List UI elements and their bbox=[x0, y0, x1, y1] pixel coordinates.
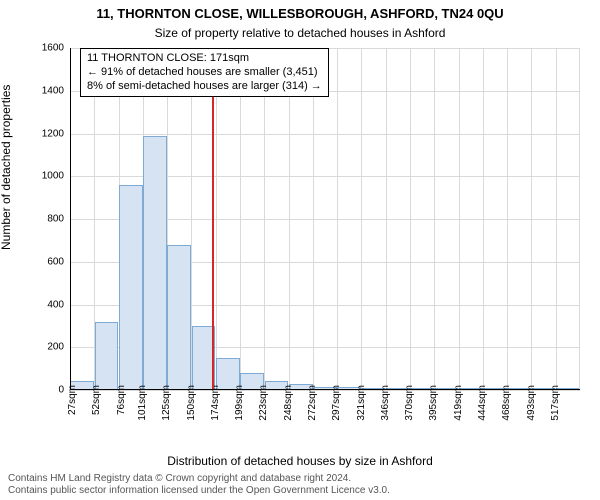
x-tick-label: 125sqm bbox=[161, 385, 172, 421]
x-tick-label: 297sqm bbox=[331, 385, 342, 421]
chart-title: 11, THORNTON CLOSE, WILLESBOROUGH, ASHFO… bbox=[0, 6, 600, 21]
gridline-v bbox=[361, 48, 362, 390]
gridline-v bbox=[531, 48, 532, 390]
footer-line2: Contains public sector information licen… bbox=[8, 485, 592, 497]
x-axis-label: Distribution of detached houses by size … bbox=[0, 454, 600, 468]
gridline-v bbox=[337, 48, 338, 390]
y-tick-label: 400 bbox=[47, 299, 70, 310]
y-tick-label: 600 bbox=[47, 256, 70, 267]
annotation-line3: 8% of semi-detached houses are larger (3… bbox=[87, 80, 322, 94]
x-tick-label: 199sqm bbox=[234, 385, 245, 421]
x-tick-label: 419sqm bbox=[453, 385, 464, 421]
y-tick-label: 800 bbox=[47, 214, 70, 225]
annotation-line1: 11 THORNTON CLOSE: 171sqm bbox=[87, 52, 322, 66]
plot-area: 0200400600800100012001400160027sqm52sqm7… bbox=[70, 48, 580, 390]
gridline-v bbox=[556, 48, 557, 390]
histogram-bar bbox=[95, 322, 119, 390]
histogram-chart: 11, THORNTON CLOSE, WILLESBOROUGH, ASHFO… bbox=[0, 0, 600, 500]
gridline-v bbox=[264, 48, 265, 390]
gridline-v bbox=[483, 48, 484, 390]
y-tick-label: 200 bbox=[47, 342, 70, 353]
y-tick-label: 1200 bbox=[42, 128, 70, 139]
x-tick-label: 272sqm bbox=[307, 385, 318, 421]
footer-line1: Contains HM Land Registry data © Crown c… bbox=[8, 473, 592, 485]
gridline-v bbox=[240, 48, 241, 390]
y-tick-label: 1600 bbox=[42, 43, 70, 54]
gridline-h bbox=[70, 134, 580, 135]
marker-line bbox=[212, 48, 214, 390]
gridline-v bbox=[459, 48, 460, 390]
x-tick-label: 444sqm bbox=[477, 385, 488, 421]
x-tick-label: 493sqm bbox=[526, 385, 537, 421]
annotation-box: 11 THORNTON CLOSE: 171sqm ← 91% of detac… bbox=[80, 48, 329, 97]
x-tick-label: 346sqm bbox=[380, 385, 391, 421]
x-tick-label: 395sqm bbox=[429, 385, 440, 421]
gridline-v bbox=[216, 48, 217, 390]
x-tick-label: 150sqm bbox=[186, 385, 197, 421]
histogram-bar bbox=[143, 136, 167, 390]
x-tick-label: 517sqm bbox=[550, 385, 561, 421]
x-tick-label: 468sqm bbox=[501, 385, 512, 421]
gridline-v bbox=[434, 48, 435, 390]
gridline-v bbox=[313, 48, 314, 390]
y-axis-label: Number of detached properties bbox=[0, 85, 13, 250]
gridline-v bbox=[386, 48, 387, 390]
x-tick-label: 223sqm bbox=[259, 385, 270, 421]
gridline-v bbox=[410, 48, 411, 390]
gridline-v bbox=[507, 48, 508, 390]
y-tick-label: 1000 bbox=[42, 171, 70, 182]
footer-attribution: Contains HM Land Registry data © Crown c… bbox=[0, 473, 600, 496]
x-tick-label: 174sqm bbox=[210, 385, 221, 421]
x-tick-label: 248sqm bbox=[283, 385, 294, 421]
histogram-bar bbox=[167, 245, 191, 390]
y-tick-label: 1400 bbox=[42, 85, 70, 96]
annotation-line2: ← 91% of detached houses are smaller (3,… bbox=[87, 66, 322, 80]
x-tick-label: 321sqm bbox=[356, 385, 367, 421]
gridline-v bbox=[289, 48, 290, 390]
x-tick-label: 370sqm bbox=[404, 385, 415, 421]
chart-subtitle: Size of property relative to detached ho… bbox=[0, 26, 600, 40]
x-tick-label: 101sqm bbox=[137, 385, 148, 421]
histogram-bar bbox=[119, 185, 143, 390]
